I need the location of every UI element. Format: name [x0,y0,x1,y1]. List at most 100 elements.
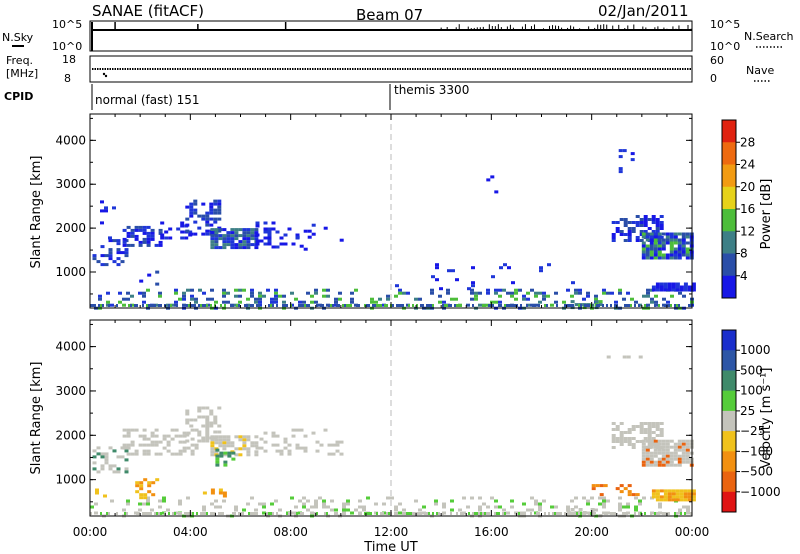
ground-scatter-cell [654,512,656,515]
echo-cell [250,234,255,238]
ground-scatter-cell [678,304,680,307]
ground-scatter-cell [498,304,500,307]
echo-cell [611,221,616,224]
echo-cell [104,455,109,459]
echo-cell [287,443,292,447]
echo-cell [550,303,554,307]
ground-scatter-cell [664,512,666,515]
echo-cell [571,281,575,285]
echo-cell [310,511,314,515]
echo-cell [122,443,127,447]
echo-cell [649,238,654,242]
echo-cell [653,250,658,254]
ground-scatter-cell [378,304,380,307]
ground-scatter-cell [380,304,382,307]
echo-cell [130,294,134,298]
echo-cell [158,240,163,244]
echo-cell [659,288,664,292]
echo-cell [649,454,654,458]
ground-scatter-cell [232,512,234,515]
ground-scatter-cell [186,512,188,515]
echo-cell [100,263,105,267]
echo-cell [222,435,227,439]
echo-cell [150,434,155,438]
echo-cell [330,508,334,512]
ground-scatter-cell [196,512,198,515]
echo-cell [230,441,235,445]
echo-cell [138,240,143,244]
echo-cell [130,228,135,232]
echo-cell [126,428,131,432]
echo-cell [218,444,223,448]
echo-cell [213,415,218,419]
ground-scatter-cell [658,512,660,515]
ground-scatter-cell [614,304,616,307]
freq-tick-top: 18 [62,53,76,66]
echo-cell [242,237,247,241]
ground-scatter-cell [150,304,152,307]
ground-scatter-cell [428,304,430,307]
echo-cell [503,263,507,267]
echo-cell [254,444,259,448]
nsearch-tick-bottom: 10^0 [710,40,740,53]
echo-cell [299,244,304,248]
echo-cell [645,235,650,239]
echo-cell [486,288,490,292]
cpid-segment-themis: themis 3300 [394,83,469,97]
echo-cell [158,243,163,247]
colorbar-swatch [722,142,736,165]
ground-scatter-cell [248,512,250,515]
echo-cell [185,205,190,209]
echo-cell [643,431,648,434]
echo-cell [168,227,173,231]
echo-cell [226,441,231,445]
echo-cell [323,226,328,230]
ground-scatter-cell [338,304,340,307]
echo-cell [602,505,606,509]
echo-cell [250,496,254,500]
ground-scatter-cell [570,512,572,515]
echo-cell [217,406,222,410]
echo-cell [677,448,682,452]
echo-cell [582,496,586,500]
echo-cell [499,266,503,270]
ground-scatter-cell [410,512,412,515]
echo-cell [170,452,175,456]
echo-cell [641,460,646,464]
echo-cell [146,240,151,244]
echo-cell [677,244,682,248]
echo-cell [618,155,623,159]
echo-cell [116,239,121,243]
echo-cell [647,422,652,425]
echo-cell [478,496,482,500]
echo-cell [130,428,135,432]
echo-cell [671,282,676,286]
echo-cell [649,442,654,446]
echo-cell [150,508,154,512]
echo-cell [189,205,194,209]
echo-cell [622,297,626,301]
echo-cell [598,303,603,307]
ground-scatter-cell [210,304,212,307]
echo-cell [669,232,674,236]
echo-cell [227,451,232,455]
echo-cell [190,437,195,441]
echo-cell [438,300,442,304]
ground-scatter-cell [516,512,518,515]
echo-cell [197,430,202,434]
colorbar-frame [721,329,737,513]
y-tick-label: 4000 [55,133,86,147]
echo-cell [677,256,682,260]
echo-cell [174,300,178,304]
echo-cell [258,502,262,506]
colorbar-swatch [722,370,736,392]
ground-scatter-cell [288,512,290,515]
echo-cell [683,282,688,286]
echo-cell [653,244,658,248]
echo-cell [210,288,214,292]
echo-cell [661,451,666,455]
ground-scatter-cell [572,512,574,515]
echo-cell [655,434,660,437]
freq-panel-frame [89,55,693,83]
echo-cell [134,225,139,229]
